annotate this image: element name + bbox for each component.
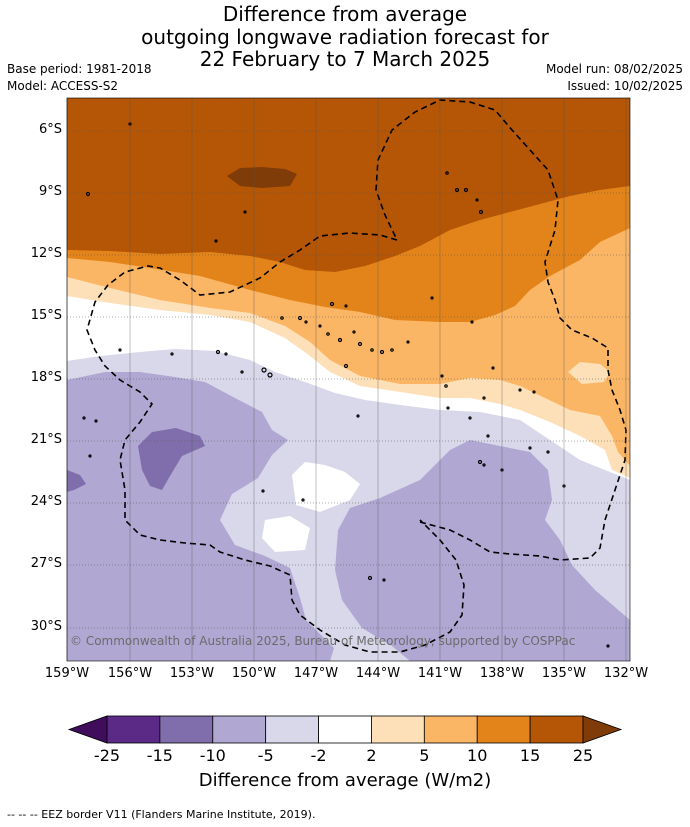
title-line-2: outgoing longwave radiation forecast for xyxy=(141,25,549,49)
colorbar-swatch xyxy=(212,715,267,744)
band-white-patch-2 xyxy=(262,516,310,552)
colorbar-swatch xyxy=(318,715,372,744)
longitude-label: 144°W xyxy=(355,666,401,681)
band-darkest-brown xyxy=(227,167,297,188)
islands xyxy=(82,122,610,648)
longitude-label: 147°W xyxy=(293,666,339,681)
colorbar xyxy=(67,715,623,744)
band-dark-purple-edge xyxy=(67,470,86,492)
colorbar-swatch xyxy=(265,715,319,744)
band-medium-purple-east xyxy=(335,440,630,661)
longitude-label: 150°W xyxy=(231,666,277,681)
title-line-1: Difference from average xyxy=(222,2,468,26)
copyright-notice: © Commonwealth of Australia 2025, Bureau… xyxy=(70,634,576,648)
eez-footnote: -- -- -- EEZ border V11 (Flanders Marine… xyxy=(7,808,316,821)
longitude-label: 141°W xyxy=(417,666,463,681)
colorbar-tick-label: 5 xyxy=(419,746,430,765)
band-dark-purple xyxy=(138,428,205,490)
band-brown xyxy=(67,98,630,272)
colorbar-tick-label: 25 xyxy=(572,746,594,765)
latitude-label: 30°S xyxy=(30,619,62,634)
base-period: Base period: 1981-2018 xyxy=(7,62,152,76)
band-medium-purple-west xyxy=(67,372,334,661)
latitude-label: 18°S xyxy=(30,370,62,385)
model-run: Model run: 08/02/2025 xyxy=(545,62,683,76)
band-white-patch xyxy=(292,462,360,512)
longitude-label: 135°W xyxy=(541,666,587,681)
colorbar-extend-high xyxy=(582,715,623,744)
colorbar-swatch xyxy=(529,715,584,744)
colorbar-tick-label: 2 xyxy=(366,746,377,765)
colorbar-title: Difference from average (W/m2) xyxy=(198,770,492,791)
colorbar-tick-label: -2 xyxy=(310,746,327,765)
colorbar-tick-label: -25 xyxy=(93,746,121,765)
eez-border-west xyxy=(86,232,465,653)
latitude-label: 12°S xyxy=(30,246,62,261)
band-light-orange-patch xyxy=(568,362,610,384)
colorbar-swatch xyxy=(371,715,425,744)
latitude-label: 27°S xyxy=(30,556,62,571)
issued-date: Issued: 10/02/2025 xyxy=(567,79,683,93)
colorbar-tick-label: -5 xyxy=(257,746,274,765)
latitude-label: 21°S xyxy=(30,432,62,447)
colorbar-swatch xyxy=(106,715,161,744)
latitude-label: 24°S xyxy=(30,494,62,509)
colorbar-tick-label: 15 xyxy=(519,746,541,765)
latitude-label: 15°S xyxy=(30,308,62,323)
colorbar-swatch xyxy=(159,715,214,744)
graticule xyxy=(66,98,630,661)
model-name: Model: ACCESS-S2 xyxy=(7,79,119,93)
map-frame xyxy=(66,97,631,662)
longitude-label: 138°W xyxy=(479,666,525,681)
longitude-label: 156°W xyxy=(107,666,153,681)
latitude-label: 6°S xyxy=(38,122,62,137)
colorbar-tick-label: -10 xyxy=(199,746,226,765)
longitude-label: 153°W xyxy=(169,666,215,681)
colorbar-swatch xyxy=(423,715,478,744)
colorbar-tick-label: 10 xyxy=(467,746,488,765)
longitude-label: 132°W xyxy=(603,666,649,681)
title-line-3: 22 February to 7 March 2025 xyxy=(199,47,491,71)
colorbar-tick-label: -15 xyxy=(146,746,173,765)
longitude-label: 159°W xyxy=(44,666,90,681)
latitude-label: 9°S xyxy=(38,184,62,199)
colorbar-swatch xyxy=(476,715,531,744)
colorbar-extend-low xyxy=(67,715,108,744)
